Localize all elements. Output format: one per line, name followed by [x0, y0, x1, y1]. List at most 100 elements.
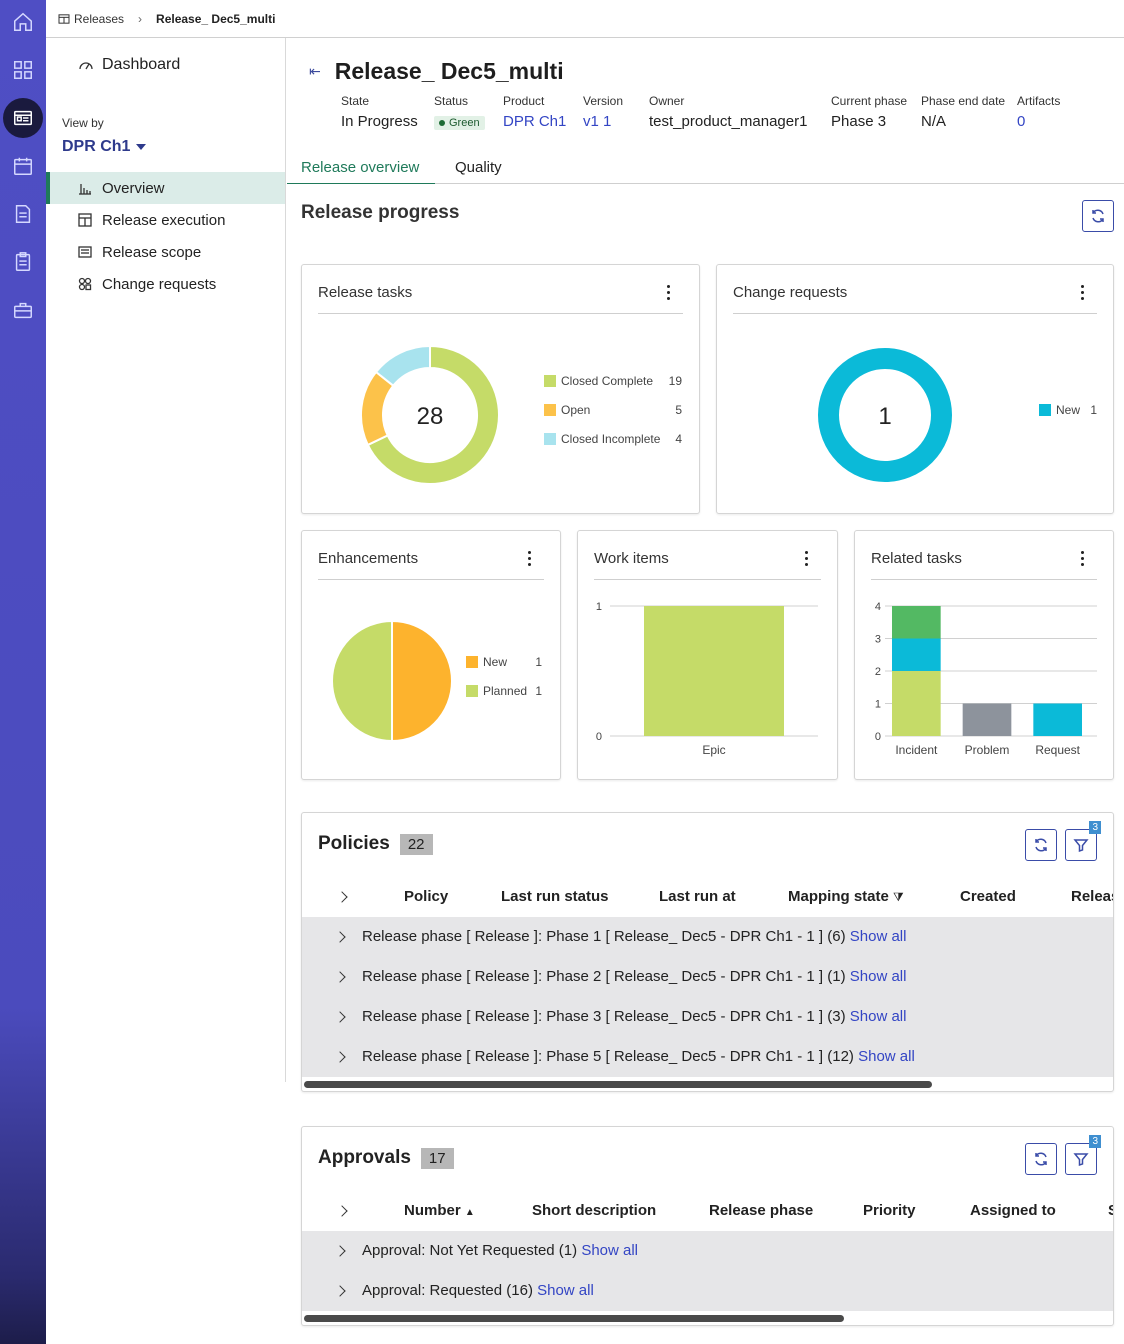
document-icon[interactable]	[10, 201, 36, 227]
show-all-link[interactable]: Show all	[537, 1282, 594, 1299]
y-tick-label: 4	[875, 601, 881, 613]
meta-label: State	[341, 94, 370, 108]
toolbox-icon[interactable]	[10, 297, 36, 323]
approvals-refresh-button[interactable]	[1025, 1143, 1057, 1175]
table-row[interactable]: Release phase [ Release ]: Phase 1 [ Rel…	[302, 917, 1113, 957]
donut-slice-new[interactable]	[818, 348, 952, 482]
filter-icon	[1073, 839, 1089, 853]
nav-item-label: Overview	[102, 179, 165, 197]
legend-item[interactable]: Planned 1	[466, 676, 542, 705]
more-options-icon[interactable]	[1081, 285, 1085, 300]
bar-epic[interactable]	[644, 606, 784, 736]
enhancements-card: Enhancements New 1 Planned 1	[301, 530, 561, 780]
column-header[interactable]: Releas	[1071, 888, 1113, 905]
approvals-title-text: Approvals	[318, 1147, 411, 1168]
column-header[interactable]: Created	[960, 888, 1016, 905]
legend-item[interactable]: Closed Complete 19	[544, 366, 682, 395]
nav-item-change-requests[interactable]: Change requests	[46, 268, 285, 300]
policies-count: 22	[399, 833, 433, 855]
left-rail	[0, 0, 46, 1344]
legend-item[interactable]: Closed Incomplete 4	[544, 424, 682, 453]
table-row[interactable]: Approval: Requested (16) Show all	[302, 1271, 1113, 1311]
tab-release-overview[interactable]: Release overview	[286, 159, 436, 185]
expand-all-icon[interactable]	[336, 891, 348, 903]
show-all-link[interactable]: Show all	[581, 1242, 639, 1259]
expand-row-icon[interactable]	[334, 1245, 346, 1257]
legend-item[interactable]: Open 5	[544, 395, 682, 424]
y-tick-label: 1	[875, 699, 881, 711]
pie-slice-planned[interactable]	[331, 619, 393, 743]
column-header[interactable]: Last run at	[659, 888, 736, 905]
more-options-icon[interactable]	[805, 551, 809, 566]
approvals-filter-button[interactable]: 3	[1065, 1135, 1101, 1175]
version-link[interactable]: v1 1	[583, 113, 612, 130]
bar-incident-segment-2[interactable]	[892, 606, 941, 639]
view-by-dropdown[interactable]: DPR Ch1	[62, 138, 147, 156]
column-header-number[interactable]: Number ▲	[404, 1202, 475, 1219]
expand-row-icon[interactable]	[334, 971, 346, 983]
card-title: Release tasks	[318, 284, 413, 301]
collapse-icon[interactable]: ⇤	[309, 63, 321, 79]
column-header[interactable]: Policy	[404, 888, 449, 905]
x-tick-label: Request	[1035, 743, 1080, 757]
artifacts-link[interactable]: 0	[1017, 113, 1026, 130]
bar-request-segment-0[interactable]	[1033, 703, 1082, 737]
meta-artifacts: Artifacts 0	[1017, 94, 1060, 130]
dashboard-link[interactable]: Dashboard	[78, 56, 180, 74]
column-header[interactable]: S	[1108, 1202, 1113, 1219]
releases-icon[interactable]	[3, 98, 43, 138]
donut-total: 1	[878, 403, 891, 430]
column-header[interactable]: Assigned to	[970, 1202, 1056, 1219]
gauge-icon	[79, 62, 93, 70]
table-row[interactable]: Release phase [ Release ]: Phase 2 [ Rel…	[302, 957, 1113, 997]
clipboard-icon[interactable]	[10, 249, 36, 275]
pie-slice-new[interactable]	[391, 619, 453, 743]
expand-all-icon[interactable]	[336, 1205, 348, 1217]
policies-refresh-button[interactable]	[1025, 829, 1057, 861]
column-header[interactable]: Priority	[863, 1202, 916, 1219]
show-all-link[interactable]: Show all	[849, 1008, 907, 1025]
home-icon[interactable]	[10, 9, 36, 35]
nav-item-overview[interactable]: Overview	[46, 172, 285, 204]
table-row[interactable]: Release phase [ Release ]: Phase 5 [ Rel…	[302, 1037, 1113, 1077]
show-all-link[interactable]: Show all	[849, 968, 907, 985]
expand-row-icon[interactable]	[334, 1285, 346, 1297]
show-all-link[interactable]: Show all	[858, 1048, 915, 1065]
show-all-link[interactable]: Show all	[849, 928, 907, 945]
more-options-icon[interactable]	[667, 285, 671, 300]
card-title: Change requests	[733, 284, 848, 301]
bar-incident-segment-1[interactable]	[892, 638, 941, 672]
column-header-mapping-state[interactable]: Mapping state ⧩	[788, 888, 904, 905]
column-header[interactable]: Last run status	[501, 888, 609, 905]
expand-row-icon[interactable]	[334, 931, 346, 943]
calendar-icon[interactable]	[10, 153, 36, 179]
donut-slice-closed-incomplete[interactable]	[374, 345, 431, 388]
legend-item[interactable]: New 1	[1039, 395, 1097, 424]
legend-item[interactable]: New 1	[466, 647, 542, 676]
horizontal-scrollbar[interactable]	[304, 1081, 932, 1088]
table-row[interactable]: Approval: Not Yet Requested (1) Show all	[302, 1231, 1113, 1271]
nav-item-release-scope[interactable]: Release scope	[46, 236, 285, 268]
donut-slice-closed-complete[interactable]	[366, 345, 500, 485]
y-tick-label: 0	[596, 731, 602, 743]
table-row[interactable]: Release phase [ Release ]: Phase 3 [ Rel…	[302, 997, 1113, 1037]
expand-row-icon[interactable]	[334, 1011, 346, 1023]
expand-row-icon[interactable]	[334, 1051, 346, 1063]
breadcrumb-releases[interactable]: Releases	[58, 12, 124, 26]
related-tasks-card: Related tasks 0 1 2 3 4 Incident Problem Reques…	[854, 530, 1114, 780]
apps-grid-icon[interactable]	[10, 57, 36, 83]
tab-quality[interactable]: Quality	[455, 159, 502, 176]
nav-item-release-execution[interactable]: Release execution	[46, 204, 285, 236]
policies-filter-button[interactable]: 3	[1065, 821, 1101, 861]
product-link[interactable]: DPR Ch1	[503, 113, 567, 130]
more-options-icon[interactable]	[528, 551, 532, 566]
column-header[interactable]: Release phase	[709, 1202, 814, 1219]
bar-problem-segment-0[interactable]	[962, 703, 1012, 737]
bar-incident-segment-0[interactable]	[892, 671, 941, 736]
meta-value: In Progress	[341, 113, 418, 130]
column-header[interactable]: Short description	[532, 1202, 657, 1219]
more-options-icon[interactable]	[1081, 551, 1085, 566]
horizontal-scrollbar[interactable]	[304, 1315, 844, 1322]
refresh-button[interactable]	[1082, 200, 1114, 232]
x-tick-label: Incident	[895, 743, 938, 757]
